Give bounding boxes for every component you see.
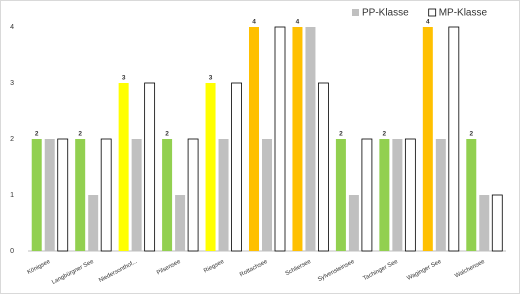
- bar: [422, 27, 433, 251]
- bar: [262, 139, 272, 251]
- bar: [392, 139, 403, 251]
- data-label: 3: [209, 75, 213, 82]
- y-tick-label: 4: [10, 24, 14, 31]
- legend-label: MP-Klasse: [439, 8, 488, 19]
- bar: [379, 139, 390, 251]
- bar: [479, 195, 490, 251]
- data-label: 4: [252, 19, 256, 26]
- bar: [231, 82, 242, 252]
- bar: [187, 138, 199, 252]
- y-tick-label: 0: [10, 248, 14, 255]
- bar: [100, 138, 112, 252]
- bar: [31, 139, 42, 251]
- bar: [274, 26, 286, 252]
- bar: [75, 139, 86, 251]
- bar: [162, 139, 173, 251]
- y-tick-label: 2: [10, 136, 14, 143]
- data-label: 2: [383, 131, 387, 138]
- bar: [448, 26, 460, 252]
- bar: [318, 82, 329, 252]
- data-label: 2: [78, 131, 82, 138]
- bar: [88, 195, 99, 251]
- bar: [466, 139, 477, 251]
- data-label: 2: [339, 131, 343, 138]
- legend-label: PP-Klasse: [362, 8, 409, 19]
- bar: [435, 139, 446, 251]
- bar: [404, 138, 416, 252]
- data-label: 4: [426, 19, 430, 26]
- bar: [335, 139, 346, 251]
- data-label: 3: [122, 75, 126, 82]
- legend-swatch: [352, 9, 359, 16]
- legend-swatch: [428, 8, 437, 17]
- bar: [57, 138, 69, 252]
- data-label: 4: [296, 19, 300, 26]
- data-label: 2: [35, 131, 39, 138]
- bar: [175, 195, 186, 251]
- data-label: 2: [469, 131, 473, 138]
- bar: [118, 83, 129, 251]
- bar: [292, 27, 303, 251]
- bar: [348, 195, 359, 251]
- bar: [249, 27, 259, 251]
- data-label: 2: [165, 131, 169, 138]
- bar: [218, 139, 229, 251]
- y-tick-label: 3: [10, 80, 14, 87]
- bar: [361, 138, 373, 252]
- bar: [491, 194, 503, 252]
- bar: [131, 139, 142, 251]
- y-tick-label: 1: [10, 192, 14, 199]
- bar: [205, 83, 216, 251]
- bar: [305, 27, 316, 251]
- bar: [44, 139, 55, 251]
- bar: [144, 82, 156, 252]
